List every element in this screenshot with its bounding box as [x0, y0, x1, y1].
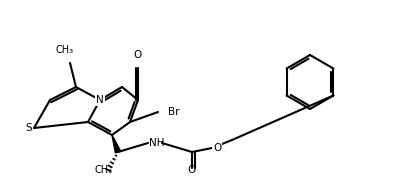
Text: N: N — [96, 95, 104, 105]
Text: CH₃: CH₃ — [56, 45, 74, 55]
Text: NH: NH — [149, 138, 164, 148]
Text: N: N — [96, 95, 104, 105]
Text: O: O — [188, 165, 196, 175]
Text: O: O — [213, 143, 221, 153]
Polygon shape — [112, 135, 121, 153]
Text: Br: Br — [168, 107, 179, 117]
Text: CH₃: CH₃ — [95, 165, 113, 175]
Text: O: O — [134, 50, 142, 60]
Text: S: S — [25, 123, 32, 133]
